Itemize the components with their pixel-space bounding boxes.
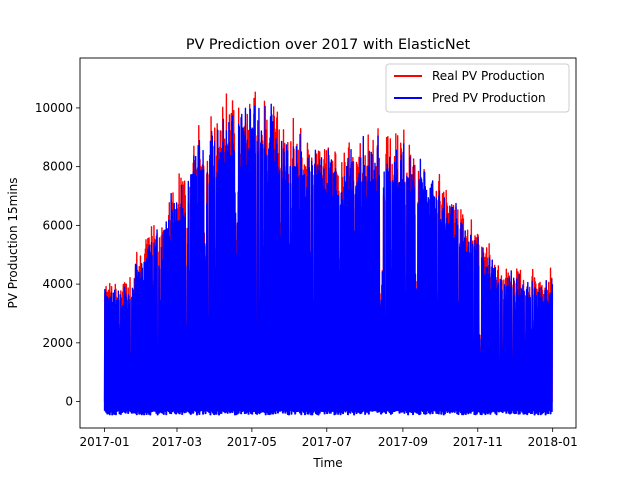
chart-title: PV Prediction over 2017 with ElasticNet xyxy=(186,37,471,53)
x-tick-label: 2017-11 xyxy=(453,435,503,449)
plot-frame xyxy=(79,57,577,429)
legend: Real PV Production Pred PV Production xyxy=(385,63,570,113)
y-tick-label: 4000 xyxy=(42,277,73,291)
y-axis: 0 2000 4000 6000 8000 10000 xyxy=(35,101,80,409)
x-tick-label: 2018-01 xyxy=(528,435,578,449)
y-tick-label: 0 xyxy=(65,395,73,409)
y-tick-label: 2000 xyxy=(42,336,73,350)
series-pred-line xyxy=(103,103,554,416)
x-tick-label: 2017-05 xyxy=(227,435,277,449)
y-tick-label: 8000 xyxy=(42,160,73,174)
series-layer xyxy=(103,91,554,416)
y-axis-label: PV Production 15mins xyxy=(6,177,20,308)
legend-box xyxy=(385,63,570,113)
y-tick-label: 10000 xyxy=(35,101,73,115)
legend-label-pred: Pred PV Production xyxy=(432,91,546,105)
legend-label-real: Real PV Production xyxy=(432,69,545,83)
x-tick-label: 2017-07 xyxy=(302,435,352,449)
x-tick-label: 2017-09 xyxy=(378,435,428,449)
x-axis-label: Time xyxy=(312,456,342,470)
y-tick-label: 6000 xyxy=(42,218,73,232)
x-tick-label: 2017-01 xyxy=(79,435,129,449)
x-axis: 2017-01 2017-03 2017-05 2017-07 2017-09 2017-… xyxy=(79,428,578,449)
x-tick-label: 2017-03 xyxy=(152,435,202,449)
